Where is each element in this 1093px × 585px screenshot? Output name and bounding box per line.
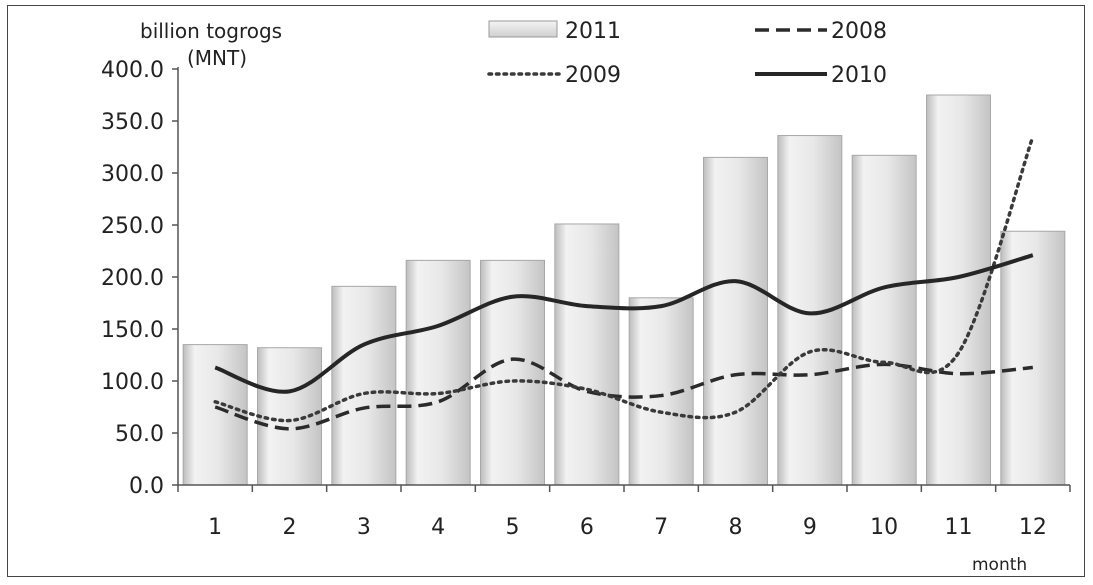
line-series-2009 [213, 134, 1035, 423]
bar-2011-month-8 [703, 156, 768, 486]
y-tick-label: 0.0 [129, 474, 164, 499]
x-tick-label: 6 [580, 515, 594, 540]
legend-label: 2008 [831, 19, 887, 44]
line-series-2010 [214, 253, 1034, 394]
x-tick-label: 2 [283, 515, 297, 540]
bar-2011-month-6 [554, 223, 620, 486]
x-tick-label: 8 [729, 515, 743, 540]
x-axis-title: month [972, 555, 1027, 575]
y-tick-label: 250.0 [101, 214, 164, 239]
legend: 2011 2008 2009 2010 [487, 19, 887, 88]
line-group [213, 134, 1035, 431]
y-tick-label: 300.0 [101, 162, 164, 187]
y-tick-label: 50.0 [115, 422, 164, 447]
line-series-2008 [214, 357, 1033, 431]
y-tick-label: 100.0 [101, 370, 164, 395]
x-tick-label: 12 [1019, 515, 1047, 540]
x-tick-label: 5 [506, 515, 520, 540]
x-tick-label: 9 [803, 515, 817, 540]
bar-group [182, 94, 1066, 486]
legend-entry-2008: 2008 [755, 19, 887, 44]
x-tick-label: 7 [654, 515, 668, 540]
y-tick-label: 400.0 [101, 58, 164, 83]
bar-2011-month-5 [480, 259, 545, 486]
legend-entry-2009: 2009 [487, 63, 621, 88]
bar-2011-month-10 [851, 154, 917, 486]
x-tick-label: 1 [208, 515, 222, 540]
bar-2011-month-11 [926, 94, 991, 486]
legend-swatch [488, 20, 558, 38]
legend-entry-2011: 2011 [488, 19, 621, 44]
bar-2011-month-4 [405, 259, 471, 486]
x-tick-label: 3 [357, 515, 371, 540]
legend-label: 2010 [831, 63, 887, 88]
legend-label: 2009 [565, 63, 621, 88]
bar-2011-month-3 [331, 285, 397, 486]
legend-entry-2010: 2010 [755, 63, 887, 88]
y-axis-unit: (MNT) [187, 46, 247, 70]
y-tick-label: 350.0 [101, 110, 164, 135]
x-tick-label: 11 [945, 515, 973, 540]
y-axis-title: billion togrogs [140, 19, 282, 43]
x-tick-label: 10 [870, 515, 898, 540]
legend-label: 2011 [565, 19, 621, 44]
bar-2011-month-12 [1000, 230, 1066, 486]
axes: 0.0 50.0 100.0 150.0 200.0 250.0 300.0 350.0 400… [101, 58, 1071, 540]
y-tick-label: 150.0 [101, 318, 164, 343]
x-tick-label: 4 [431, 515, 445, 540]
y-tick-label: 200.0 [101, 266, 164, 291]
